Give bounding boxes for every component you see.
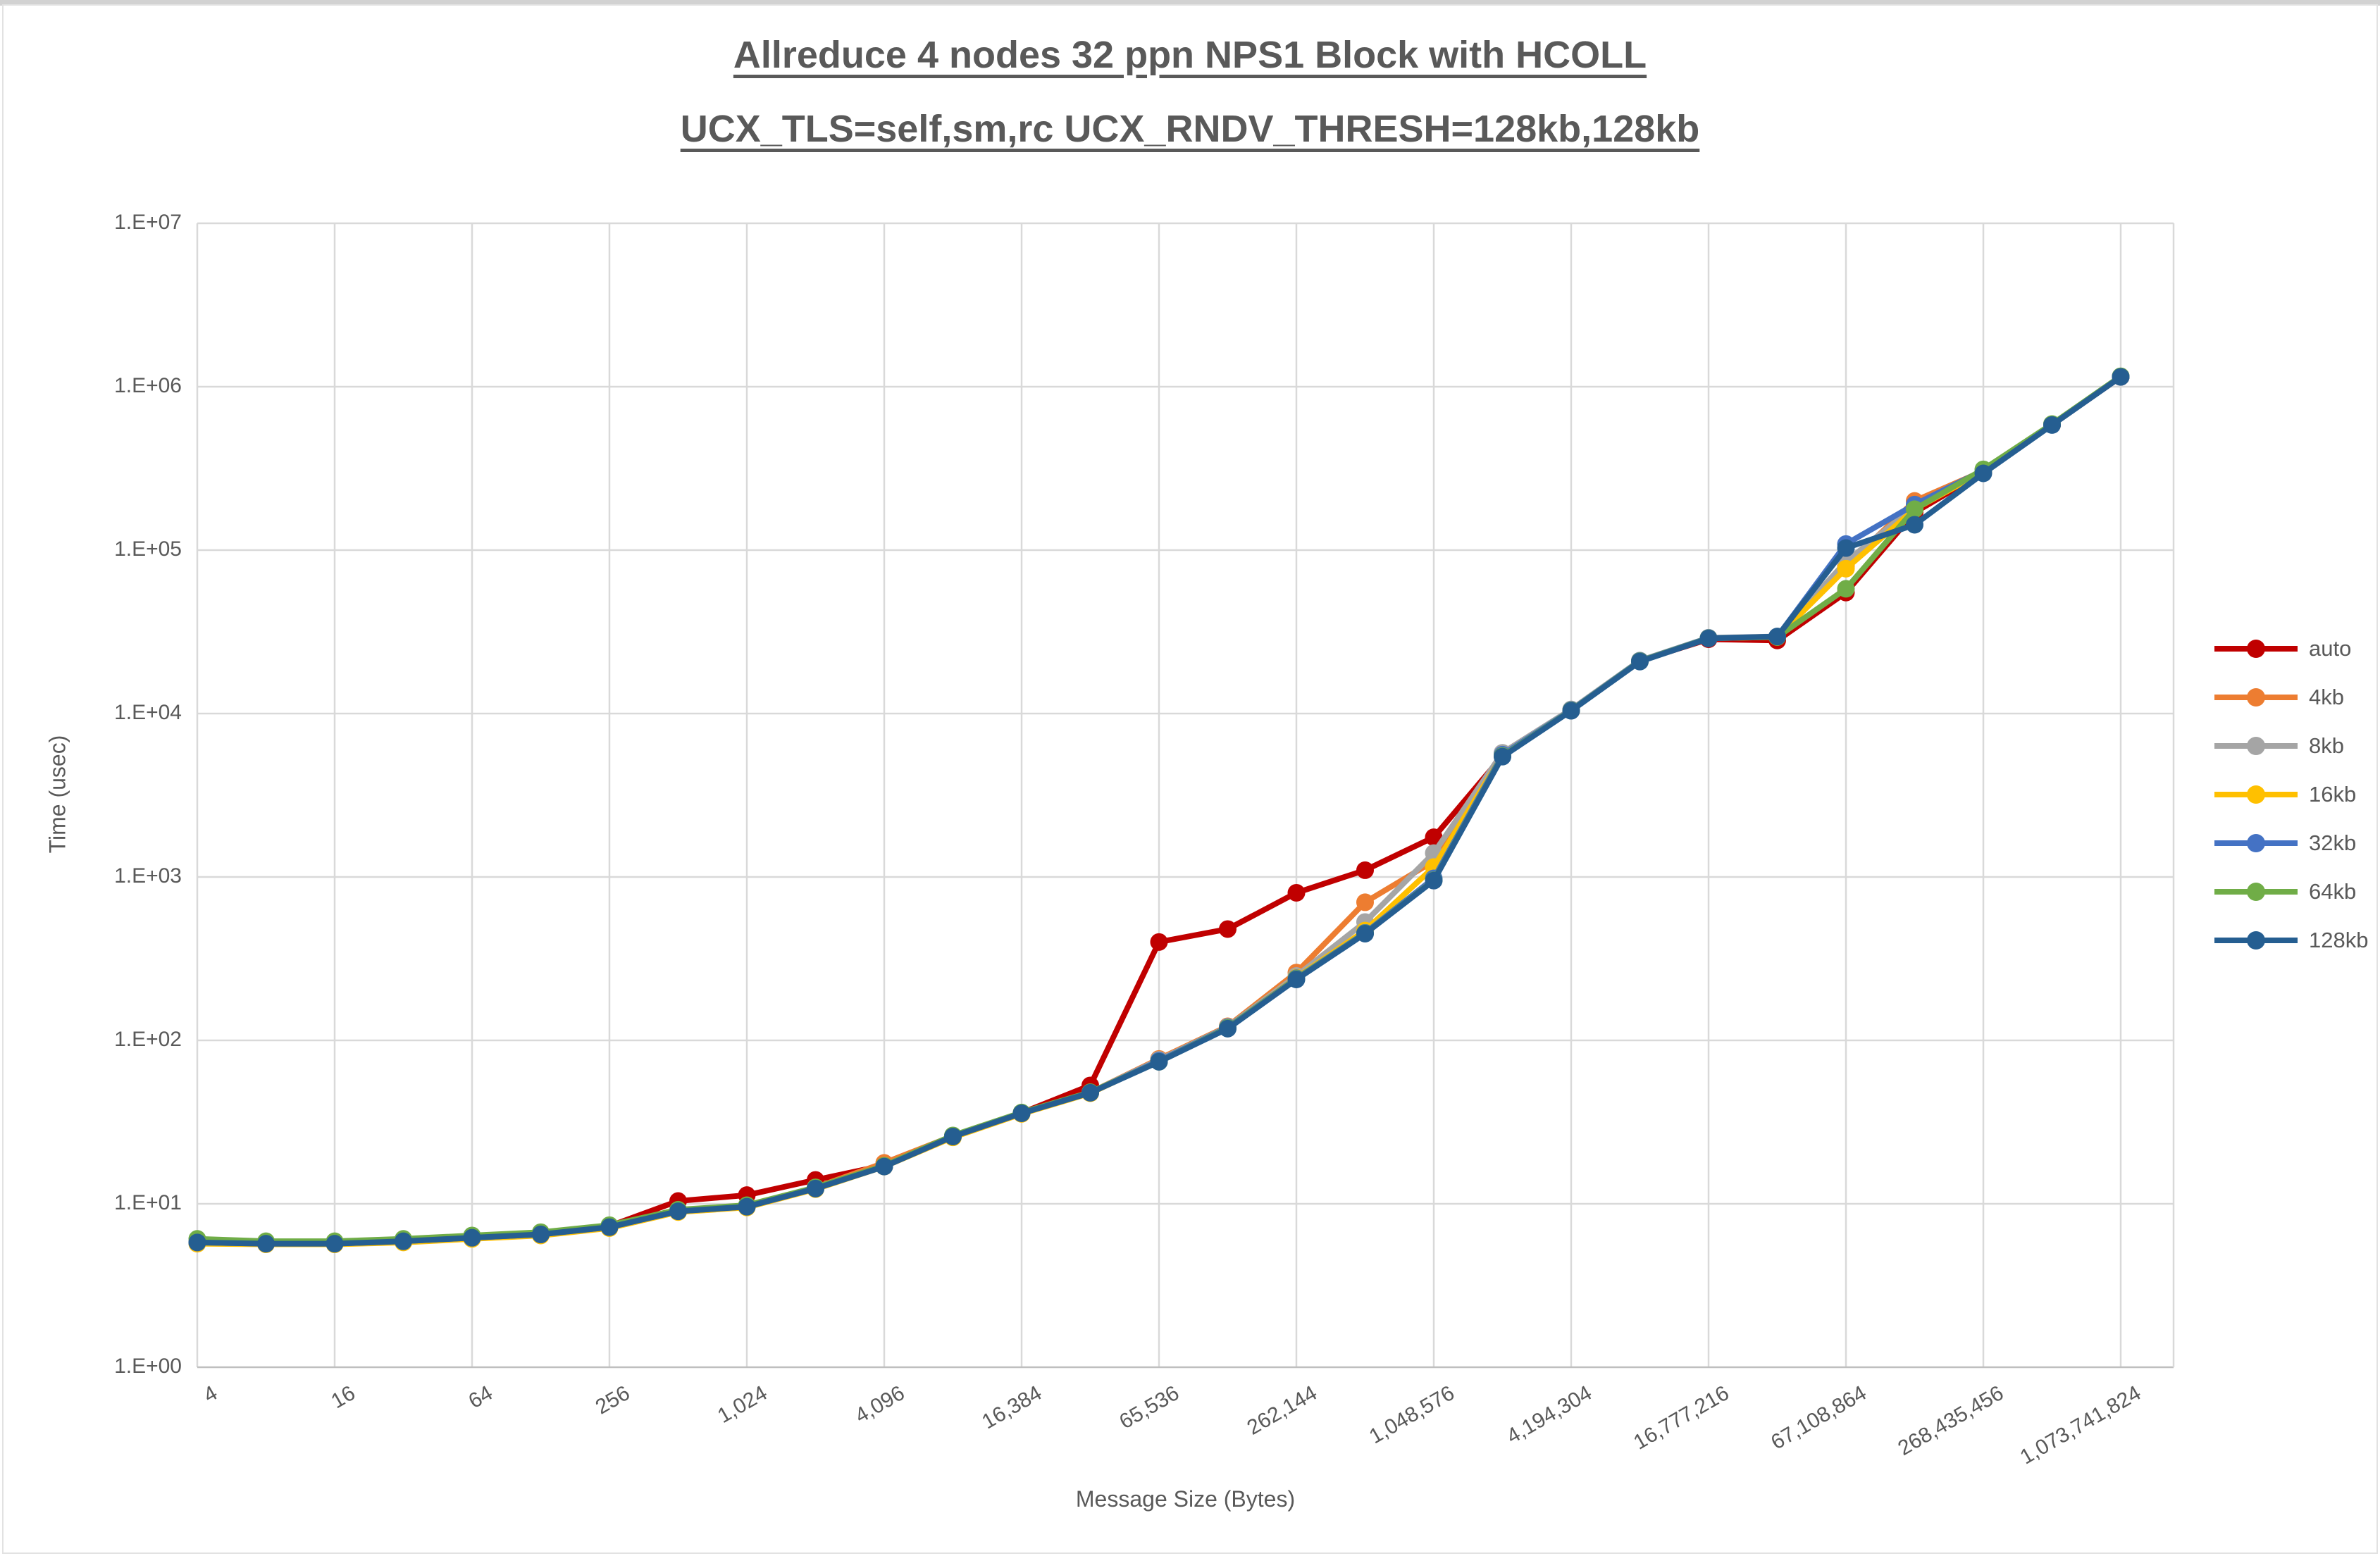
y-tick-label: 1.E+07 [114, 211, 182, 234]
legend-label: 64kb [2309, 878, 2357, 904]
x-axis-title: Message Size (Bytes) [1075, 1486, 1296, 1512]
y-tick-label: 1.E+06 [114, 374, 182, 397]
data-point-128kb[interactable] [395, 1232, 412, 1250]
data-point-128kb[interactable] [1837, 539, 1855, 557]
chart-title: Allreduce 4 nodes 32 ppn NPS1 Block with… [0, 18, 2380, 167]
y-tick-label: 1.E+03 [114, 864, 182, 888]
legend-item-32kb[interactable]: 32kb [2214, 819, 2368, 867]
legend-marker-icon [2214, 833, 2298, 852]
data-point-128kb[interactable] [1974, 464, 1992, 483]
legend-marker-icon [2214, 639, 2298, 658]
data-point-128kb[interactable] [463, 1228, 481, 1247]
data-point-128kb[interactable] [1562, 702, 1580, 720]
data-point-128kb[interactable] [1425, 871, 1443, 890]
legend-item-128kb[interactable]: 128kb [2214, 916, 2368, 964]
legend-label: 128kb [2309, 927, 2369, 952]
legend-item-4kb[interactable]: 4kb [2214, 673, 2368, 721]
legend-label: 32kb [2309, 830, 2357, 855]
data-point-128kb[interactable] [807, 1179, 824, 1197]
window-edge-strip [0, 0, 2380, 6]
legend-marker-icon [2214, 882, 2298, 901]
legend-item-auto[interactable]: auto [2214, 624, 2368, 673]
data-point-auto[interactable] [1425, 828, 1443, 847]
data-point-128kb[interactable] [1356, 924, 1374, 942]
legend-item-16kb[interactable]: 16kb [2214, 770, 2368, 819]
y-tick-label: 1.E+01 [114, 1191, 182, 1214]
chart-title-line1: Allreduce 4 nodes 32 ppn NPS1 Block with… [733, 34, 1647, 76]
data-point-128kb[interactable] [669, 1202, 687, 1221]
legend: auto 4kb 8kb 16kb 32kb 64kb 128kb [2214, 624, 2368, 964]
data-point-128kb[interactable] [1768, 628, 1786, 646]
legend-label: auto [2309, 635, 2352, 661]
data-point-128kb[interactable] [2112, 368, 2130, 386]
y-tick-label: 1.E+05 [114, 537, 182, 561]
data-point-64kb[interactable] [1837, 580, 1855, 598]
data-point-auto[interactable] [1356, 861, 1374, 879]
data-point-128kb[interactable] [1012, 1104, 1031, 1122]
data-point-auto[interactable] [1287, 883, 1306, 902]
legend-marker-icon [2214, 931, 2298, 950]
data-point-128kb[interactable] [1631, 652, 1649, 671]
legend-label: 4kb [2309, 684, 2344, 709]
data-point-128kb[interactable] [257, 1235, 275, 1253]
legend-marker-icon [2214, 736, 2298, 755]
legend-label: 16kb [2309, 781, 2357, 807]
y-axis-title: Time (usec) [44, 735, 70, 854]
data-point-auto[interactable] [1219, 920, 1237, 938]
data-point-128kb[interactable] [326, 1235, 344, 1253]
data-point-64kb[interactable] [1906, 500, 1923, 518]
data-point-4kb[interactable] [1356, 893, 1374, 911]
data-point-128kb[interactable] [738, 1197, 756, 1216]
data-point-auto[interactable] [1150, 933, 1168, 951]
data-point-128kb[interactable] [1219, 1019, 1237, 1038]
legend-item-64kb[interactable]: 64kb [2214, 867, 2368, 916]
data-point-128kb[interactable] [600, 1218, 619, 1236]
data-point-16kb[interactable] [1837, 559, 1855, 578]
legend-item-8kb[interactable]: 8kb [2214, 721, 2368, 770]
data-point-128kb[interactable] [875, 1157, 893, 1176]
data-point-128kb[interactable] [1699, 629, 1718, 647]
legend-marker-icon [2214, 785, 2298, 804]
legend-marker-icon [2214, 687, 2298, 707]
legend-label: 8kb [2309, 733, 2344, 758]
data-point-128kb[interactable] [1081, 1083, 1099, 1102]
data-point-128kb[interactable] [532, 1225, 550, 1243]
data-point-128kb[interactable] [1906, 516, 1923, 534]
data-point-128kb[interactable] [1494, 747, 1511, 766]
y-tick-label: 1.E+04 [114, 701, 182, 724]
chart-border [2, 4, 2378, 1554]
data-point-128kb[interactable] [1287, 970, 1306, 988]
data-point-128kb[interactable] [944, 1128, 962, 1146]
y-tick-label: 1.E+02 [114, 1028, 182, 1051]
chart-title-line2: UCX_TLS=self,sm,rc UCX_RNDV_THRESH=128kb… [680, 108, 1700, 151]
data-point-128kb[interactable] [188, 1233, 206, 1252]
y-tick-label: 1.E+00 [114, 1355, 182, 1378]
data-point-128kb[interactable] [1150, 1052, 1168, 1071]
data-point-128kb[interactable] [2043, 416, 2061, 434]
